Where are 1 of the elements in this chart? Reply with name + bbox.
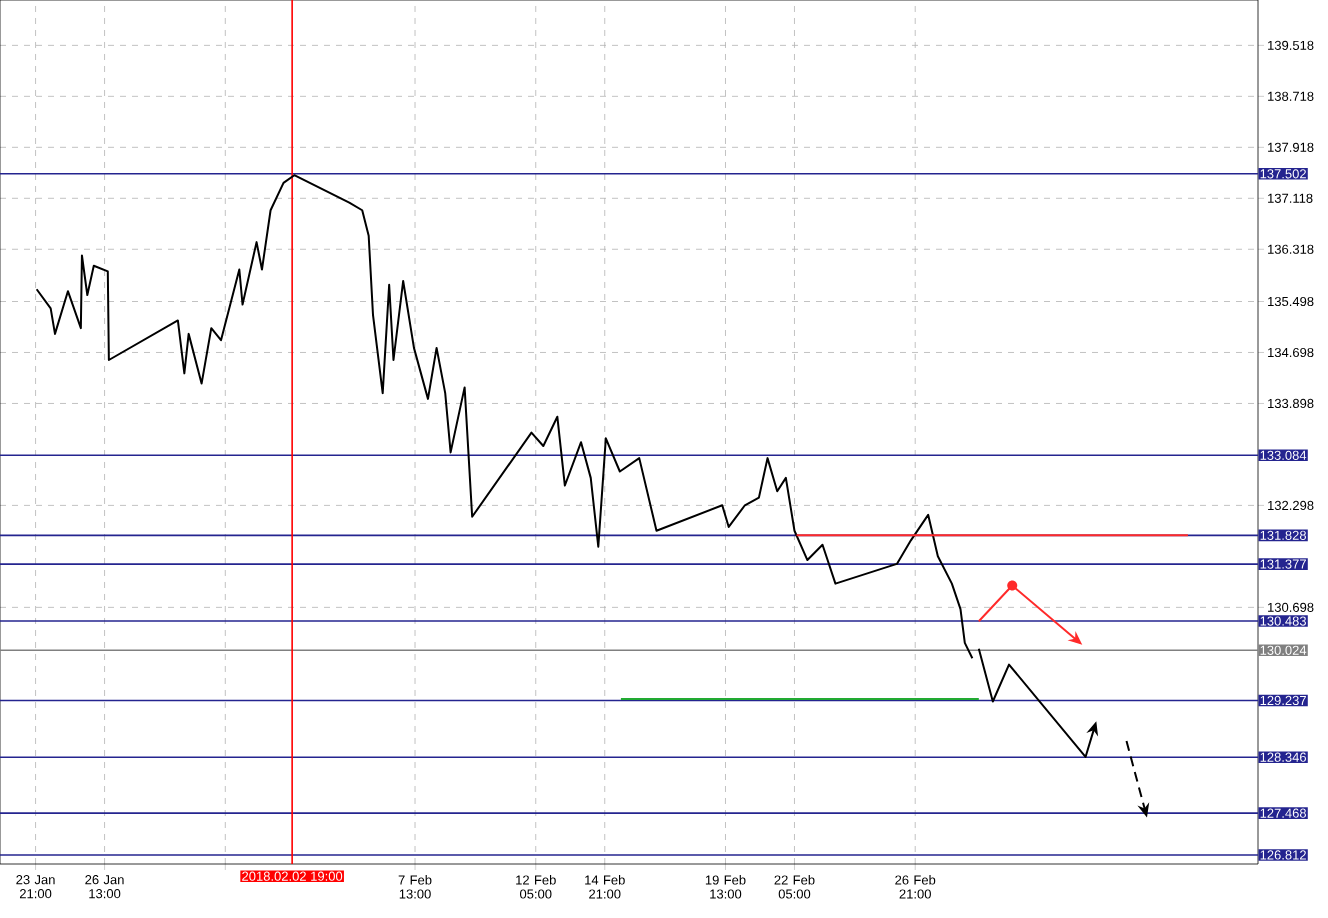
line-series (35, 174, 974, 660)
